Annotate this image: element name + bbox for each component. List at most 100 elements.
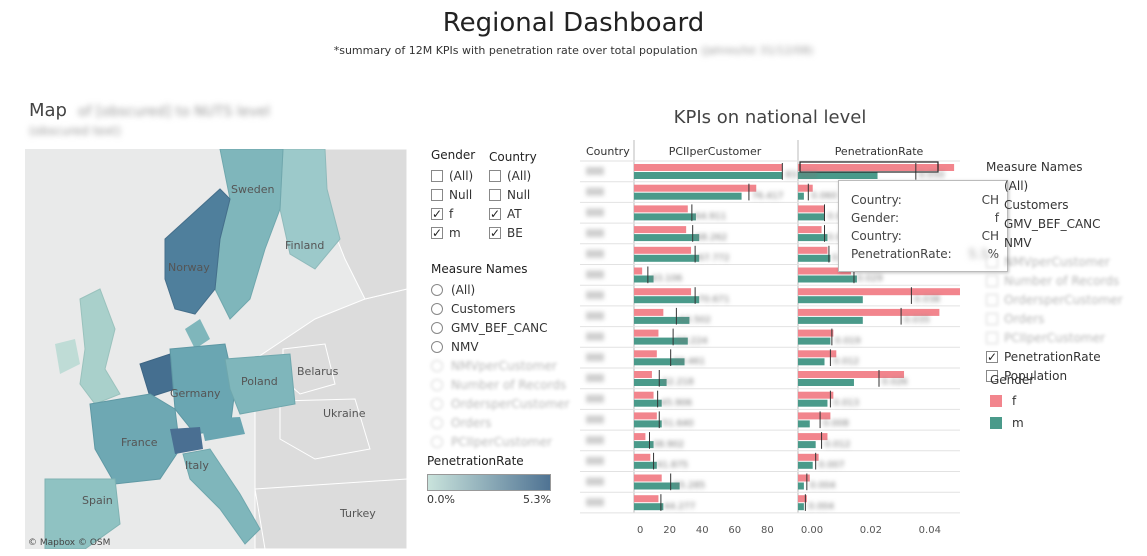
penetration-bar-f[interactable] xyxy=(798,288,960,296)
penetration-bar-f[interactable] xyxy=(798,350,837,358)
penetration-bar-m[interactable] xyxy=(798,461,813,469)
pcii-bar-f[interactable] xyxy=(634,433,646,441)
gender-option[interactable]: ✓ f xyxy=(431,204,475,223)
penetration-bar-m[interactable] xyxy=(798,441,816,449)
measure-legend-item[interactable]: OrdersperCustomer xyxy=(986,290,1123,309)
pcii-bar-f[interactable] xyxy=(634,308,664,316)
pcii-bar-m[interactable] xyxy=(634,192,742,200)
measure-option[interactable]: PCIIperCustomer xyxy=(431,432,570,451)
pcii-bar-f[interactable] xyxy=(634,184,757,192)
penetration-bar-m[interactable] xyxy=(798,420,810,428)
gender-option[interactable]: (All) xyxy=(431,166,475,185)
measure-option[interactable]: Customers xyxy=(431,299,570,318)
penetration-bar-m[interactable] xyxy=(798,213,825,221)
pcii-bar-m[interactable] xyxy=(634,316,690,324)
measure-option[interactable]: GMV_BEF_CANC xyxy=(431,318,570,337)
pcii-bar-f[interactable] xyxy=(634,267,643,275)
penetration-bar-f[interactable] xyxy=(798,184,813,192)
gender-checkbox[interactable]: ✓ xyxy=(431,225,443,240)
pcii-bar-m[interactable] xyxy=(634,234,700,242)
country-checkbox[interactable]: ✓ xyxy=(489,206,501,221)
penetration-bar-f[interactable] xyxy=(798,412,831,420)
penetration-bar-m[interactable] xyxy=(798,234,828,242)
pcii-bar-m[interactable] xyxy=(634,441,654,449)
measure-legend-item[interactable]: Orders xyxy=(986,309,1123,328)
pcii-bar-m[interactable] xyxy=(634,254,700,262)
pcii-bar-m[interactable] xyxy=(634,482,680,490)
pcii-bar-f[interactable] xyxy=(634,350,657,358)
penetration-bar-m[interactable] xyxy=(798,192,804,200)
measure-radio[interactable] xyxy=(431,283,443,296)
pcii-bar-f[interactable] xyxy=(634,474,662,482)
measure-legend-item[interactable]: Customers xyxy=(986,195,1123,214)
pcii-bar-m[interactable] xyxy=(634,213,696,221)
measure-legend-checkbox[interactable] xyxy=(986,312,998,325)
measure-radio[interactable] xyxy=(431,397,443,410)
measure-legend-checkbox[interactable]: ✓ xyxy=(986,349,998,364)
measure-radio[interactable] xyxy=(431,321,443,334)
pcii-bar-f[interactable] xyxy=(634,288,692,296)
country-option[interactable]: (All) xyxy=(489,166,537,185)
pcii-bar-m[interactable] xyxy=(634,275,654,283)
measure-option[interactable]: Number of Records xyxy=(431,375,570,394)
measure-legend-checkbox[interactable] xyxy=(986,331,998,344)
pcii-bar-m[interactable] xyxy=(634,399,662,407)
penetration-bar-f[interactable] xyxy=(798,329,834,337)
measure-radio[interactable] xyxy=(431,435,443,448)
pcii-bar-f[interactable] xyxy=(634,495,659,503)
pcii-bar-m[interactable] xyxy=(634,172,783,179)
measure-option[interactable]: NMVperCustomer xyxy=(431,356,570,375)
country-checkbox[interactable]: ✓ xyxy=(489,225,501,240)
pcii-bar-f[interactable] xyxy=(634,453,651,461)
pcii-bar-m[interactable] xyxy=(634,503,664,511)
pcii-bar-f[interactable] xyxy=(634,164,783,171)
measure-radio[interactable] xyxy=(431,302,443,315)
penetration-bar-f[interactable] xyxy=(798,267,852,275)
penetration-bar-f[interactable] xyxy=(798,433,828,441)
measure-option[interactable]: Orders xyxy=(431,413,570,432)
region-map[interactable]: Sweden Finland Norway Belarus Poland Ger… xyxy=(25,149,407,549)
kpi-bar-chart[interactable]: Country PCIIperCustomer PenetrationRate … xyxy=(580,140,962,556)
measure-legend-item[interactable]: Population xyxy=(986,366,1123,385)
pcii-bar-m[interactable] xyxy=(634,358,685,366)
measure-radio[interactable] xyxy=(431,359,443,372)
penetration-bar-m[interactable] xyxy=(798,316,863,324)
measure-legend-item[interactable]: GMV_BEF_CANC xyxy=(986,214,1123,233)
penetration-bar-m[interactable] xyxy=(798,296,863,304)
gender-option[interactable]: Null xyxy=(431,185,475,204)
measure-legend-item[interactable]: ✓ PenetrationRate xyxy=(986,347,1123,366)
measure-legend-checkbox[interactable] xyxy=(986,369,998,382)
pcii-bar-f[interactable] xyxy=(634,226,687,234)
gender-option[interactable]: ✓ m xyxy=(431,223,475,242)
measure-legend-checkbox[interactable] xyxy=(986,255,998,268)
penetration-bar-m[interactable] xyxy=(798,379,854,386)
gender-legend-item[interactable]: f xyxy=(990,390,1034,412)
measure-legend-item[interactable]: PCIIperCustomer xyxy=(986,328,1123,347)
penetration-bar-f[interactable] xyxy=(798,226,822,234)
measure-radio[interactable] xyxy=(431,378,443,391)
pcii-bar-m[interactable] xyxy=(634,296,700,304)
penetration-bar-m[interactable] xyxy=(798,254,831,262)
measure-legend-item[interactable]: (All) xyxy=(986,176,1123,195)
pcii-bar-m[interactable] xyxy=(634,420,662,428)
penetration-bar-f[interactable] xyxy=(798,164,955,171)
penetration-bar-f[interactable] xyxy=(798,246,828,254)
penetration-bar-f[interactable] xyxy=(798,391,834,399)
gender-legend-item[interactable]: m xyxy=(990,412,1034,434)
pcii-bar-m[interactable] xyxy=(634,461,657,469)
measure-legend-checkbox[interactable] xyxy=(986,274,998,287)
penetration-bar-f[interactable] xyxy=(798,453,819,461)
measure-radio[interactable] xyxy=(431,416,443,429)
gender-checkbox[interactable]: ✓ xyxy=(431,206,443,221)
penetration-bar-f[interactable] xyxy=(798,371,905,378)
measure-legend-item[interactable]: Number of Records xyxy=(986,271,1123,290)
country-checkbox[interactable] xyxy=(489,169,501,182)
penetration-bar-m[interactable] xyxy=(798,503,804,511)
penetration-bar-m[interactable] xyxy=(798,172,878,179)
country-option[interactable]: ✓ BE xyxy=(489,223,537,242)
penetration-bar-m[interactable] xyxy=(798,399,828,407)
penetration-bar-f[interactable] xyxy=(798,474,810,482)
penetration-bar-f[interactable] xyxy=(798,495,807,503)
country-checkbox[interactable] xyxy=(489,188,501,201)
measure-legend-item[interactable]: NMVperCustomer xyxy=(986,252,1123,271)
